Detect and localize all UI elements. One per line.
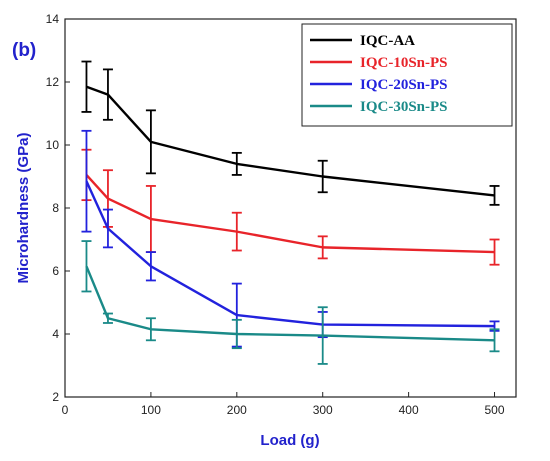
x-axis-title: Load (g)	[260, 432, 319, 449]
data-point	[150, 218, 152, 220]
data-point	[85, 180, 88, 182]
data-point	[107, 317, 109, 319]
data-point	[107, 197, 109, 200]
y-tick-label: 6	[52, 264, 59, 278]
data-point	[493, 194, 496, 196]
data-point	[322, 334, 324, 337]
series-line	[86, 85, 495, 197]
series-iqc-aa	[81, 60, 500, 206]
data-point	[236, 231, 238, 233]
y-tick-label: 8	[52, 201, 59, 215]
data-point	[150, 265, 152, 267]
data-point	[493, 251, 496, 253]
legend-label: IQC-AA	[360, 33, 415, 49]
y-axis-title: Microhardness (GPa)	[15, 133, 32, 284]
legend-label: IQC-20Sn-PS	[360, 77, 448, 93]
data-point	[236, 333, 238, 335]
data-point	[107, 94, 109, 96]
data-point	[322, 246, 324, 248]
data-point	[85, 86, 88, 88]
y-tick-label: 2	[52, 390, 59, 404]
series-line	[85, 180, 495, 328]
data-point	[493, 339, 496, 341]
series-line	[85, 265, 495, 342]
x-tick-label: 200	[227, 403, 247, 417]
data-point	[85, 265, 88, 267]
y-tick-label: 14	[46, 12, 60, 26]
data-point	[107, 227, 109, 230]
series-iqc-30sn-ps	[81, 240, 500, 365]
legend: IQC-AA IQC-10Sn-PS IQC-20Sn-PS IQC-30Sn-PS	[301, 23, 513, 127]
x-tick-label: 100	[141, 403, 161, 417]
legend-label: IQC-10Sn-PS	[360, 55, 448, 71]
y-tick-label: 12	[46, 75, 60, 89]
legend-label: IQC-30Sn-PS	[360, 99, 448, 115]
y-tick-label: 10	[46, 138, 60, 152]
series-line	[85, 174, 495, 254]
series-iqc-10sn-ps	[81, 148, 500, 266]
data-point	[322, 175, 324, 178]
data-point	[236, 163, 238, 165]
x-tick-label: 300	[313, 403, 333, 417]
y-tick-label: 4	[52, 327, 59, 341]
data-point	[236, 314, 238, 316]
x-tick-label: 400	[399, 403, 419, 417]
x-tick-label: 500	[485, 403, 505, 417]
panel-label: (b)	[12, 40, 36, 61]
data-point	[150, 328, 152, 330]
x-tick-label: 0	[62, 403, 69, 417]
series-iqc-20sn-ps	[81, 129, 500, 348]
data-point	[150, 141, 152, 143]
data-point	[493, 325, 496, 327]
